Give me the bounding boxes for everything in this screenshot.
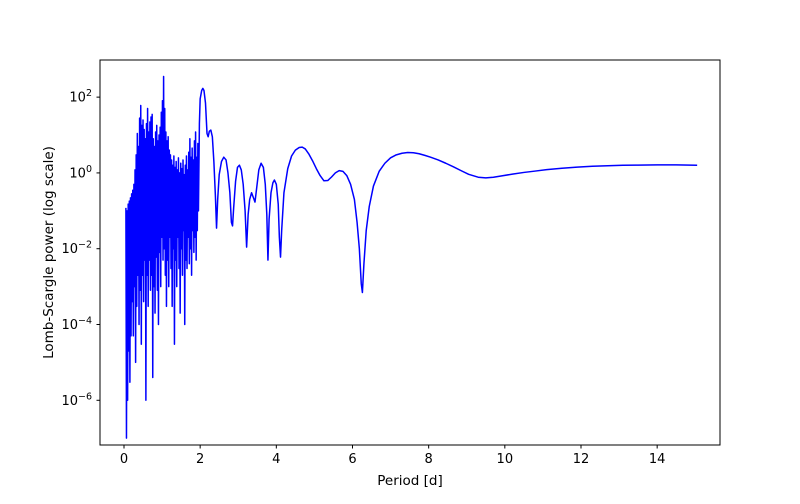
x-tick-label: 12 [573, 452, 590, 467]
y-tick-label: 10−6 [61, 391, 92, 409]
x-tick-label: 4 [272, 452, 280, 467]
x-tick-label: 10 [497, 452, 514, 467]
periodogram-line [125, 75, 698, 439]
x-tick-label: 0 [120, 452, 128, 467]
y-axis: 102 100 10−2 10−4 10−6 [61, 88, 100, 409]
x-tick-label: 14 [649, 452, 666, 467]
y-tick-label: 100 [69, 164, 92, 182]
x-tick-label: 2 [196, 452, 204, 467]
y-tick-label: 10−4 [61, 315, 92, 333]
y-tick-label: 102 [69, 88, 92, 106]
y-tick-label: 10−2 [61, 240, 92, 258]
y-axis-label: Lomb-Scargle power (log scale) [41, 146, 57, 359]
data-series [125, 75, 698, 439]
x-tick-label: 6 [348, 452, 356, 467]
x-tick-label: 8 [425, 452, 433, 467]
axes-spines [99, 59, 721, 446]
x-axis-label: Period [d] [377, 473, 443, 489]
x-axis: 0 2 4 6 8 10 12 14 [120, 445, 666, 467]
axes-background [100, 60, 720, 445]
